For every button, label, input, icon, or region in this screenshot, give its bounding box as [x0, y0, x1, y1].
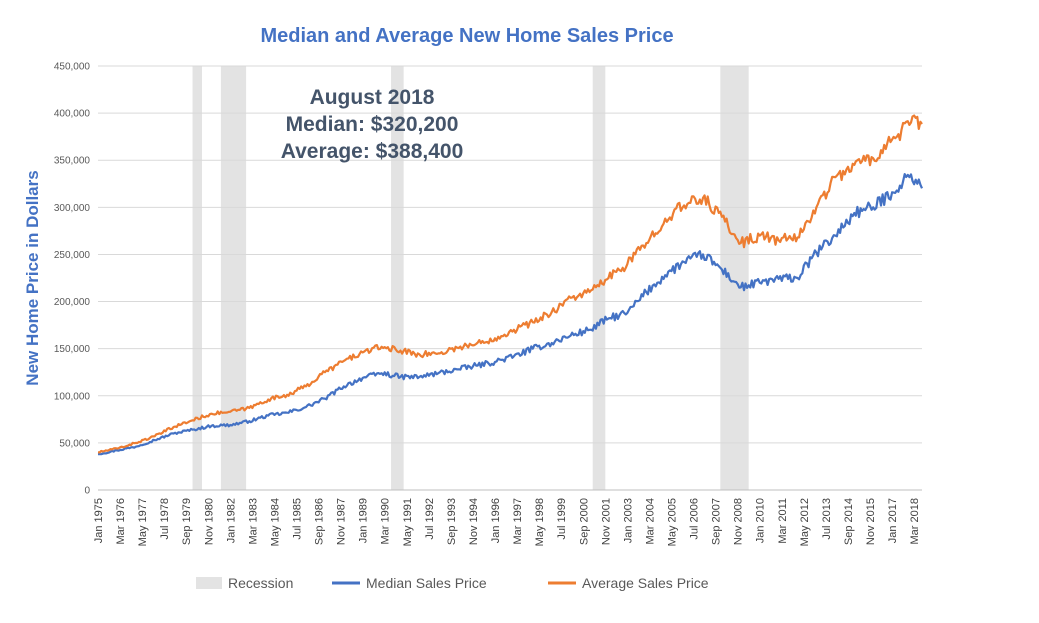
recession-band-1	[220, 66, 247, 490]
legend: Recession Median Sales Price Average Sal…	[196, 575, 709, 591]
x-tick-label: Jul 1999	[556, 498, 568, 540]
series-lines	[97, 114, 924, 456]
y-tick-label: 50,000	[59, 438, 90, 449]
y-axis-ticks: 0 50,000 100,000 150,000 200,000 250,000 300,0…	[54, 62, 91, 497]
x-tick-label: Mar 2004	[644, 498, 656, 544]
legend-label-median: Median Sales Price	[366, 575, 487, 591]
recession-band-4	[720, 66, 749, 490]
x-tick-label: Mar 2018	[909, 498, 921, 544]
y-tick-label: 250,000	[54, 250, 91, 261]
x-tick-label: Jul 2013	[821, 498, 833, 540]
x-tick-label: May 1984	[269, 498, 281, 546]
annotation-line-3: Average: $388,400	[281, 140, 464, 163]
x-tick-label: Jan 2010	[755, 498, 767, 543]
y-tick-label: 0	[84, 486, 90, 497]
annotation-box: August 2018 Median: $320,200 Average: $3…	[281, 86, 464, 163]
series-line-average	[97, 114, 923, 454]
annotation-line-2: Median: $320,200	[286, 113, 459, 136]
x-tick-label: Nov 1987	[336, 498, 348, 545]
annotation-line-1: August 2018	[310, 86, 435, 109]
legend-swatch-recession	[196, 577, 222, 589]
y-tick-label: 350,000	[54, 156, 91, 167]
y-tick-label: 150,000	[54, 344, 91, 355]
y-axis-label: New Home Price in Dollars	[23, 170, 42, 385]
x-tick-label: May 2005	[666, 498, 678, 546]
recession-band-2	[391, 66, 404, 490]
chart-title: Median and Average New Home Sales Price	[260, 25, 673, 47]
x-axis-ticks: Jan 1975 Mar 1976 May 1977 Jul 1978 Sep 1979…	[93, 498, 921, 546]
x-tick-label: Jan 1982	[225, 498, 237, 543]
y-tick-label: 100,000	[54, 391, 91, 402]
x-tick-label: Jul 2006	[689, 498, 701, 540]
x-tick-label: Jul 1985	[292, 498, 304, 540]
x-tick-label: Nov 1994	[468, 498, 480, 545]
x-tick-label: Sep 1979	[181, 498, 193, 545]
x-tick-label: May 1977	[137, 498, 149, 546]
x-tick-label: Sep 2000	[578, 498, 590, 545]
x-tick-label: Sep 1993	[446, 498, 458, 545]
x-tick-label: Jan 2017	[887, 498, 899, 543]
series-line-median	[98, 173, 924, 456]
x-tick-label: May 1991	[402, 498, 414, 546]
x-tick-label: Mar 2011	[777, 498, 789, 544]
x-tick-label: May 1998	[534, 498, 546, 546]
x-tick-label: Sep 2014	[843, 498, 855, 545]
x-tick-label: Jul 1992	[424, 498, 436, 540]
x-tick-label: Jan 1975	[93, 498, 105, 543]
recession-band-3	[592, 66, 606, 490]
x-tick-label: Mar 1997	[512, 498, 524, 544]
x-tick-label: May 2012	[799, 498, 811, 546]
y-tick-label: 400,000	[54, 109, 91, 120]
x-tick-label: Mar 1976	[115, 498, 127, 544]
x-tick-label: Nov 1980	[203, 498, 215, 545]
x-tick-label: Jan 2003	[622, 498, 634, 543]
x-tick-label: Jan 1989	[358, 498, 370, 543]
y-tick-label: 300,000	[54, 203, 91, 214]
x-tick-label: Sep 1986	[314, 498, 326, 545]
x-tick-label: Mar 1983	[247, 498, 259, 544]
x-tick-label: Nov 2015	[865, 498, 877, 545]
x-tick-label: Sep 2007	[711, 498, 723, 545]
x-tick-label: Mar 1990	[380, 498, 392, 544]
recession-band-0	[192, 66, 202, 490]
x-tick-label: Nov 2001	[600, 498, 612, 545]
y-tick-label: 200,000	[54, 297, 91, 308]
gridlines	[98, 65, 922, 491]
x-tick-label: Jan 1996	[490, 498, 502, 543]
y-tick-label: 450,000	[54, 62, 91, 73]
x-tick-label: Nov 2008	[733, 498, 745, 545]
legend-label-recession: Recession	[228, 575, 293, 591]
legend-label-average: Average Sales Price	[582, 575, 709, 591]
x-tick-label: Jul 1978	[159, 498, 171, 540]
recession-bands	[192, 66, 749, 490]
